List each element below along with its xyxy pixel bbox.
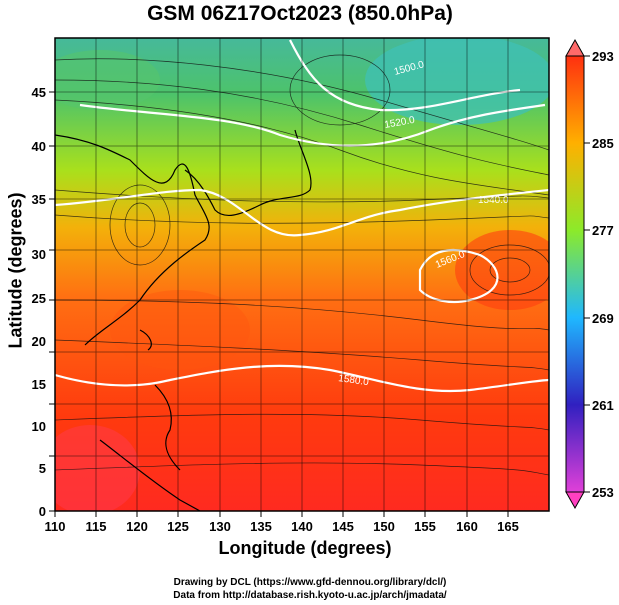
x-axis-label: Longitude (degrees) [218,538,392,558]
credit-line-1: Drawing by DCL (https://www.gfd-dennou.o… [173,577,447,588]
contour-1500 [289,39,521,112]
x-tick-label: 140 [291,519,313,534]
contour-label: 1580.0 [338,373,370,388]
y-tick-label: 40 [32,139,46,154]
map-title: GSM 06Z17Oct2023 (850.0hPa) [147,2,453,25]
y-tick-label: 30 [32,247,46,262]
y-tick-label: 5 [39,461,46,476]
y-tick-marks [49,91,55,512]
colorbar-label: 285 [592,136,614,151]
colorbar-label: 253 [592,485,614,500]
x-tick-label: 145 [332,519,354,534]
y-tick-label: 0 [39,504,46,519]
colorbar-label: 261 [592,398,614,413]
x-tick-label: 110 [45,519,66,534]
x-tick-label: 160 [456,519,478,534]
y-tick-label: 45 [32,85,46,100]
contour-1520 [79,103,546,147]
x-tick-label: 155 [414,519,436,534]
contour-label: 1520.0 [384,115,416,131]
y-tick-label: 20 [32,334,46,349]
y-tick-label: 10 [32,419,46,434]
x-tick-label: 125 [167,519,189,534]
y-axis-label: Latitude (degrees) [5,192,26,349]
credit-text: Drawing by DCL (https://www.gfd-dennou.o… [80,576,540,602]
contour-1540 [55,188,549,237]
contour-1580 [55,364,549,393]
x-tick-label: 165 [497,519,519,534]
x-tick-label: 130 [209,519,231,534]
grid-lines [55,38,549,511]
x-tick-label: 135 [250,519,272,534]
colorbar-label: 293 [592,49,614,64]
x-tick-labels: 110 115 120 125 130 135 140 145 150 155 … [45,519,519,534]
colorbar-bottom-arrow [565,491,585,510]
y-tick-label: 15 [32,377,46,392]
credit-line-2: Data from http://database.rish.kyoto-u.a… [173,590,447,601]
x-tick-marks [54,511,509,517]
x-tick-label: 150 [373,519,395,534]
y-tick-label: 35 [32,192,46,207]
colorbar-label: 277 [592,223,614,238]
x-tick-label: 120 [126,519,148,534]
contour-label: 1540.0 [478,195,509,206]
y-tick-label: 25 [32,291,46,306]
x-tick-label: 115 [86,519,107,534]
height-contours [55,39,549,393]
y-tick-labels: 0 5 10 15 20 25 30 35 40 45 [32,85,46,519]
colorbar-label: 269 [592,311,614,326]
colorbar-top-arrow [565,38,585,57]
colorbar: 293 285 277 269 261 253 [565,38,614,510]
colorbar-body [565,55,585,493]
